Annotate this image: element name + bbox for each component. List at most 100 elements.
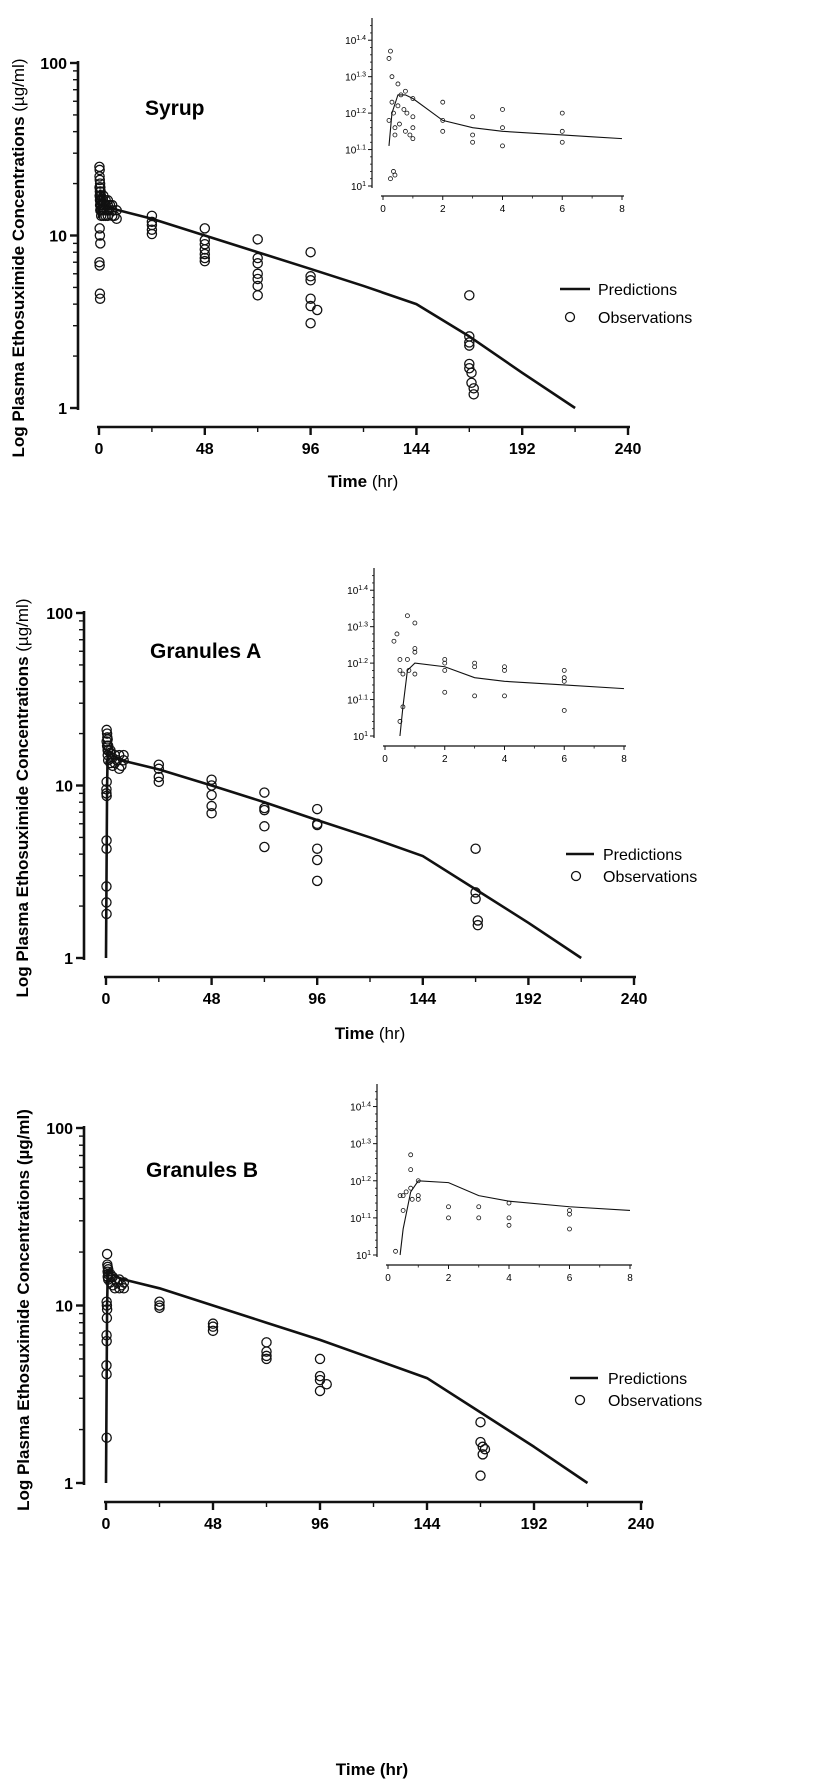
inset-x-tick-label: 4 <box>506 1273 512 1284</box>
observation-point <box>311 875 323 887</box>
observation-point <box>466 367 477 379</box>
inset-observation-point <box>389 99 395 105</box>
observation-point <box>106 205 118 216</box>
y-axis-unit: (µg/ml) <box>13 599 32 652</box>
inset-observation-point <box>472 693 478 699</box>
observation-point <box>101 843 112 854</box>
y-axis-title: Log Plasma Ethosuximide Concentrations (… <box>13 599 32 998</box>
inset-observation-point <box>408 1167 414 1173</box>
x-tick-label: 192 <box>521 1516 548 1533</box>
observation-points <box>101 724 484 931</box>
inset-observation-point <box>405 613 410 619</box>
x-axis-title: Time (hr) <box>335 1024 406 1043</box>
observation-points <box>94 161 479 400</box>
inset-observation-point <box>470 132 476 138</box>
observation-point <box>94 288 106 299</box>
observation-point <box>464 337 475 348</box>
observation-point <box>146 216 158 228</box>
y-axis-title: Log Plasma Ethosuximide Concentrations (… <box>14 1109 33 1511</box>
inset-observation-point <box>559 128 565 134</box>
inset-y-tick-label: 101.2 <box>350 1176 371 1188</box>
observation-point <box>101 835 112 846</box>
inset-observation-point <box>392 132 398 138</box>
inset-y-tick-label: 101.2 <box>345 108 366 120</box>
x-tick-label: 144 <box>409 991 436 1008</box>
inset-observation-point <box>567 1226 572 1232</box>
observation-point <box>311 803 323 815</box>
observation-point <box>479 1443 491 1455</box>
inset-x-tick-label: 8 <box>621 754 627 765</box>
x-axis-label: Time <box>328 472 367 491</box>
observation-point <box>102 734 113 745</box>
inset-y-tick-label: 101.2 <box>347 658 368 670</box>
inset-observation-point <box>407 132 413 138</box>
inset-observation-point <box>415 1196 421 1202</box>
observation-point <box>101 790 112 802</box>
inset-observation-point <box>559 139 565 145</box>
inset-observation-point <box>400 1208 406 1213</box>
inset-y-tick-exponent: 1.3 <box>356 72 366 79</box>
observation-point <box>105 757 116 769</box>
inset-observation-point <box>386 118 392 123</box>
inset-observation-point <box>400 671 406 677</box>
observation-point <box>206 808 217 819</box>
panel-syrup: Syrup Log Plasma Ethosuximide Concentrat… <box>9 18 692 491</box>
observation-point <box>472 915 484 926</box>
inset-y-tick-exponent: 1.3 <box>361 1139 371 1146</box>
inset-y-tick-exponent: 1.2 <box>358 658 368 665</box>
observation-point <box>252 258 263 269</box>
inset-observation-point <box>476 1215 482 1221</box>
observation-point <box>475 1416 486 1428</box>
inset-x-tick-label: 6 <box>559 204 565 215</box>
inset-observation-point <box>406 668 412 673</box>
prediction-line <box>104 749 582 960</box>
inset-observation-point <box>412 671 418 677</box>
inset-prediction-line <box>399 1180 631 1256</box>
inset-observation-point <box>393 1248 398 1254</box>
inset-y-tick-base: 10 <box>350 1140 362 1151</box>
y-axis-label: Log Plasma Ethosuximide Concentrations <box>14 1170 33 1511</box>
x-tick-label: 240 <box>621 991 648 1008</box>
observation-point <box>321 1379 332 1390</box>
inset-observation-point <box>410 114 416 120</box>
observation-point <box>116 1280 127 1291</box>
inset-observation-point <box>410 96 416 101</box>
inset-y-tick-base: 10 <box>345 146 357 157</box>
observation-point <box>305 246 316 258</box>
observation-point <box>305 271 316 282</box>
inset-observation-point <box>401 107 407 112</box>
x-axis-label: Time <box>335 1024 374 1043</box>
observation-point <box>101 1335 112 1347</box>
x-axis-unit: (hr) <box>379 1024 405 1043</box>
inset-y-tick-base: 10 <box>345 109 357 120</box>
observation-point <box>153 759 165 770</box>
inset-y-tick-base: 10 <box>345 36 357 47</box>
legend-entry-observations: Observations <box>603 869 697 886</box>
inset-y-tick-exponent: 1 <box>367 1250 371 1257</box>
observation-point <box>199 252 211 264</box>
y-tick-label: 1 <box>58 401 67 418</box>
inset-y-tick-base: 10 <box>350 1214 362 1225</box>
inset-y-tick-exponent: 1.3 <box>358 622 368 629</box>
panel-granules-a: Granules A Log Plasma Ethosuximide Conce… <box>13 568 697 1043</box>
observation-point <box>207 1325 219 1337</box>
observation-point <box>103 205 115 216</box>
observation-point <box>199 248 211 260</box>
observation-point <box>477 1441 488 1453</box>
observation-point <box>153 776 165 788</box>
x-tick-label: 240 <box>615 441 642 458</box>
x-tick-label: 0 <box>102 1516 111 1533</box>
observation-point <box>94 164 105 176</box>
legend: Predictions Observations <box>570 1371 702 1410</box>
legend-circle-swatch <box>574 1394 586 1406</box>
inset-observation-point <box>470 139 476 145</box>
observation-point <box>259 802 270 814</box>
inset-x-tick-label: 2 <box>442 754 448 765</box>
inset-x-tick-label: 6 <box>561 754 567 765</box>
x-tick-label: 192 <box>509 441 536 458</box>
observation-point <box>261 1353 272 1365</box>
